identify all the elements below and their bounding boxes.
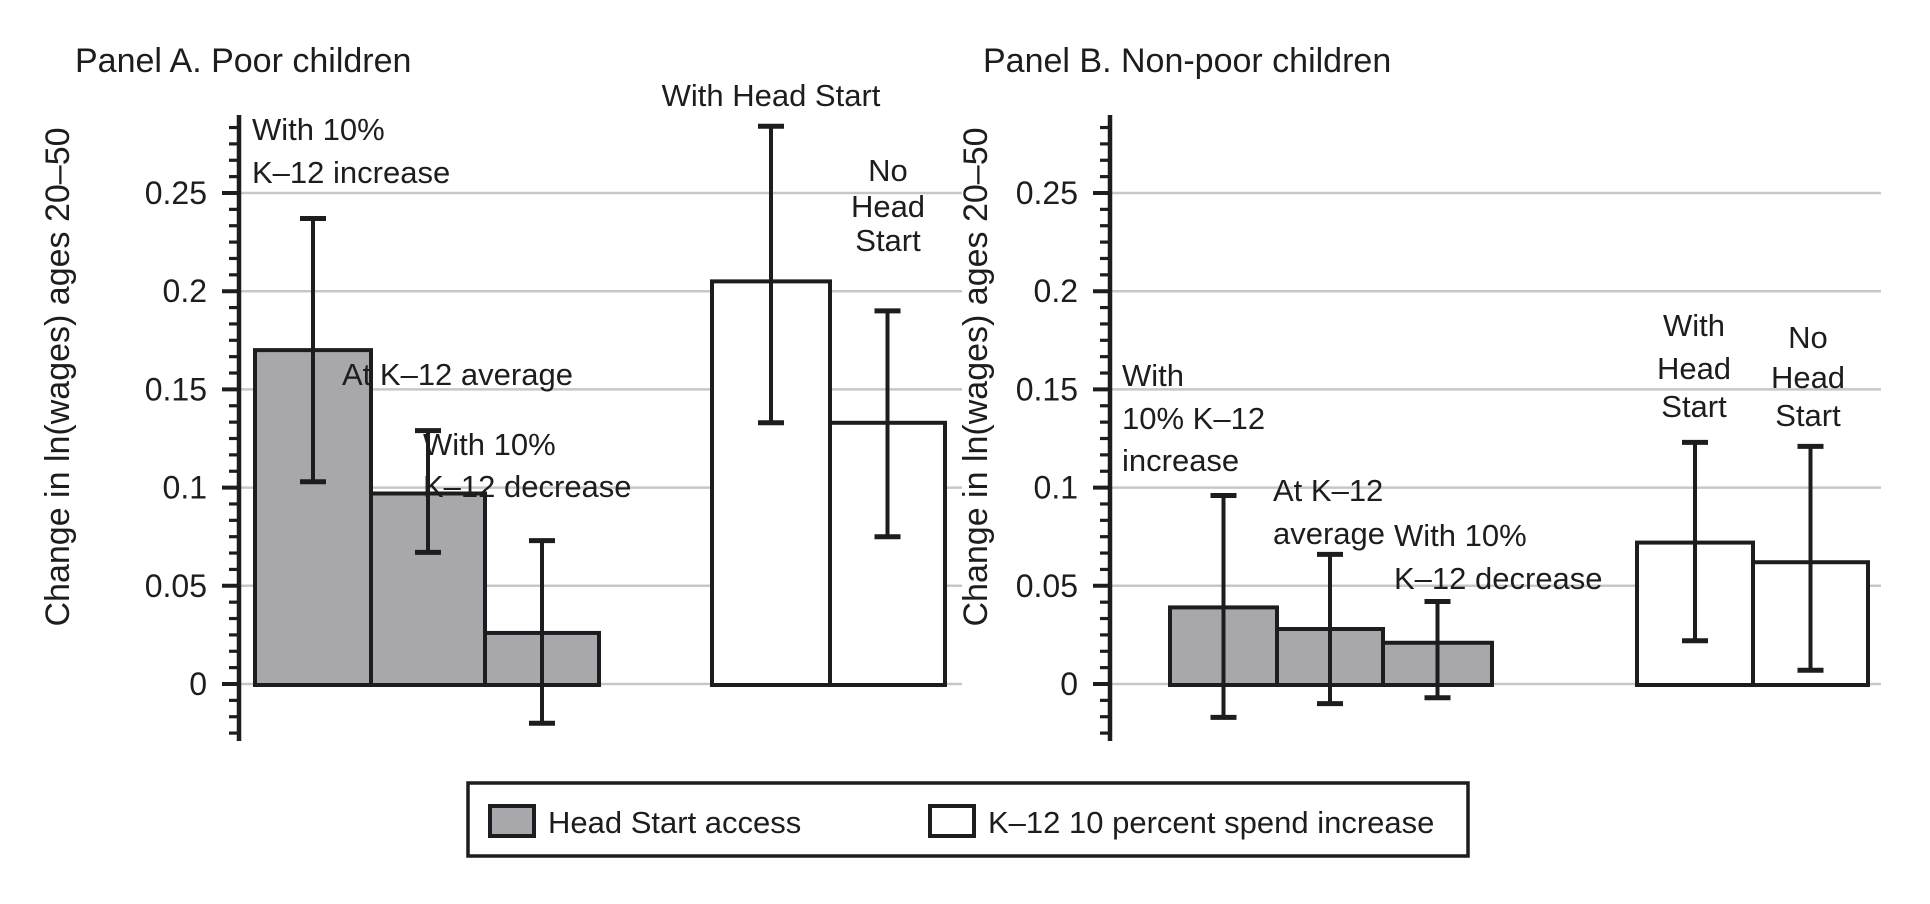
bar-label: K–12 increase	[252, 155, 450, 190]
bar-label: No	[868, 153, 908, 188]
y-tick-label: 0.2	[163, 273, 207, 309]
bar-label: Head	[1657, 351, 1731, 386]
bar-label: Start	[1775, 398, 1841, 433]
error-bar	[1317, 551, 1343, 707]
y-tick-label: 0.15	[145, 371, 207, 407]
bar-label: average	[1273, 516, 1385, 551]
bar-label: No	[1788, 320, 1828, 355]
bar-label: 10% K–12	[1122, 401, 1265, 436]
bar-label: Head	[1771, 360, 1845, 395]
bar-label: With 10%	[252, 112, 385, 147]
error-bar	[1797, 443, 1824, 673]
bar-label: K–12 decrease	[423, 469, 632, 504]
error-bar	[874, 308, 901, 540]
bar-label: With Head Start	[662, 78, 881, 113]
y-axis-label: Change in ln(wages) ages 20–50	[39, 127, 77, 626]
y-tick-label: 0.25	[145, 175, 207, 211]
bar-label: With 10%	[423, 427, 556, 462]
y-tick-label: 0.15	[1016, 371, 1078, 407]
bar-label: Head	[851, 189, 925, 224]
error-bar	[1424, 599, 1451, 701]
panel-title: Panel B. Non-poor children	[983, 42, 1391, 80]
panel-b: 0 0.05 0.1 0.15 0.2 0.25 With 10% K–12 increase A…	[957, 42, 1881, 741]
y-axis-label: Change in ln(wages) ages 20–50	[957, 127, 995, 626]
legend-swatch-gray	[488, 804, 536, 838]
panel-title: Panel A. Poor children	[75, 42, 411, 80]
bar-label: With	[1663, 308, 1725, 343]
y-tick-label: 0	[1060, 666, 1078, 702]
bar-label: Start	[1661, 389, 1727, 424]
bar-label: With 10%	[1394, 518, 1527, 553]
y-tick-label: 0.05	[145, 568, 207, 604]
y-tick-label: 0.1	[1034, 470, 1078, 506]
y-tick-label: 0.1	[163, 470, 207, 506]
legend-label: K–12 10 percent spend increase	[988, 805, 1434, 840]
y-tick-label: 0.25	[1016, 175, 1078, 211]
error-bar	[758, 123, 784, 426]
legend-swatch-white	[928, 804, 976, 838]
legend-label: Head Start access	[548, 805, 801, 840]
y-tick-label: 0	[189, 666, 207, 702]
bar-label: With	[1122, 358, 1184, 393]
error-bar	[300, 216, 326, 485]
bar-label: K–12 decrease	[1394, 561, 1603, 596]
bar-label: At K–12	[1273, 473, 1383, 508]
y-tick-label: 0.2	[1034, 273, 1078, 309]
y-tick-label: 0.05	[1016, 568, 1078, 604]
legend: Head Start access K–12 10 percent spend i…	[466, 781, 1470, 858]
panel-a: 0 0.05 0.1 0.15 0.2 0.25 With 10% K–12 increase…	[39, 42, 962, 741]
error-bar	[529, 538, 555, 726]
error-bar	[415, 428, 441, 555]
error-bar	[1682, 439, 1708, 644]
bar-label: Start	[855, 223, 921, 258]
error-bar	[1210, 492, 1237, 720]
bar-label: At K–12 average	[342, 357, 573, 392]
bar-label: increase	[1122, 443, 1239, 478]
